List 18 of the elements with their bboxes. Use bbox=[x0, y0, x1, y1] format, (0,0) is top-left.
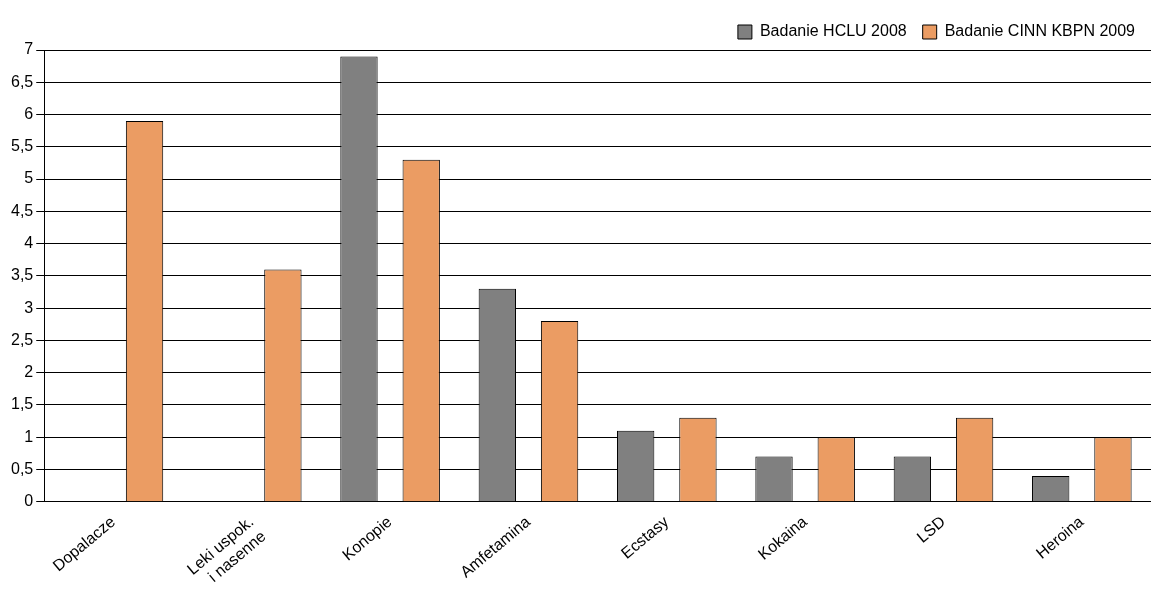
y-tick-label: 5 bbox=[24, 169, 34, 187]
y-tick-label: 3 bbox=[24, 298, 34, 316]
y-tick-label: 4 bbox=[24, 234, 34, 251]
y-tick-label: 6 bbox=[24, 104, 34, 122]
x-tick-label: LSD bbox=[913, 512, 949, 546]
y-tick-label: 5,5 bbox=[10, 137, 34, 155]
y-tick-label: 3,5 bbox=[10, 266, 34, 284]
y-tick-label: 2,5 bbox=[10, 330, 34, 348]
legend-label: Badanie HCLU 2008 bbox=[759, 22, 907, 40]
y-tick-label: 0,5 bbox=[10, 459, 34, 477]
y-tick-label: 0 bbox=[24, 492, 34, 510]
y-tick-label: 1,5 bbox=[10, 395, 34, 413]
legend-label: Badanie CINN KBPN 2009 bbox=[944, 22, 1136, 40]
y-tick-label: 4,5 bbox=[10, 201, 34, 219]
y-tick-label: 2 bbox=[24, 363, 34, 381]
y-tick-label: 6,5 bbox=[10, 72, 34, 90]
y-tick-label: 1 bbox=[24, 427, 34, 445]
y-tick-label: 7 bbox=[24, 40, 34, 58]
